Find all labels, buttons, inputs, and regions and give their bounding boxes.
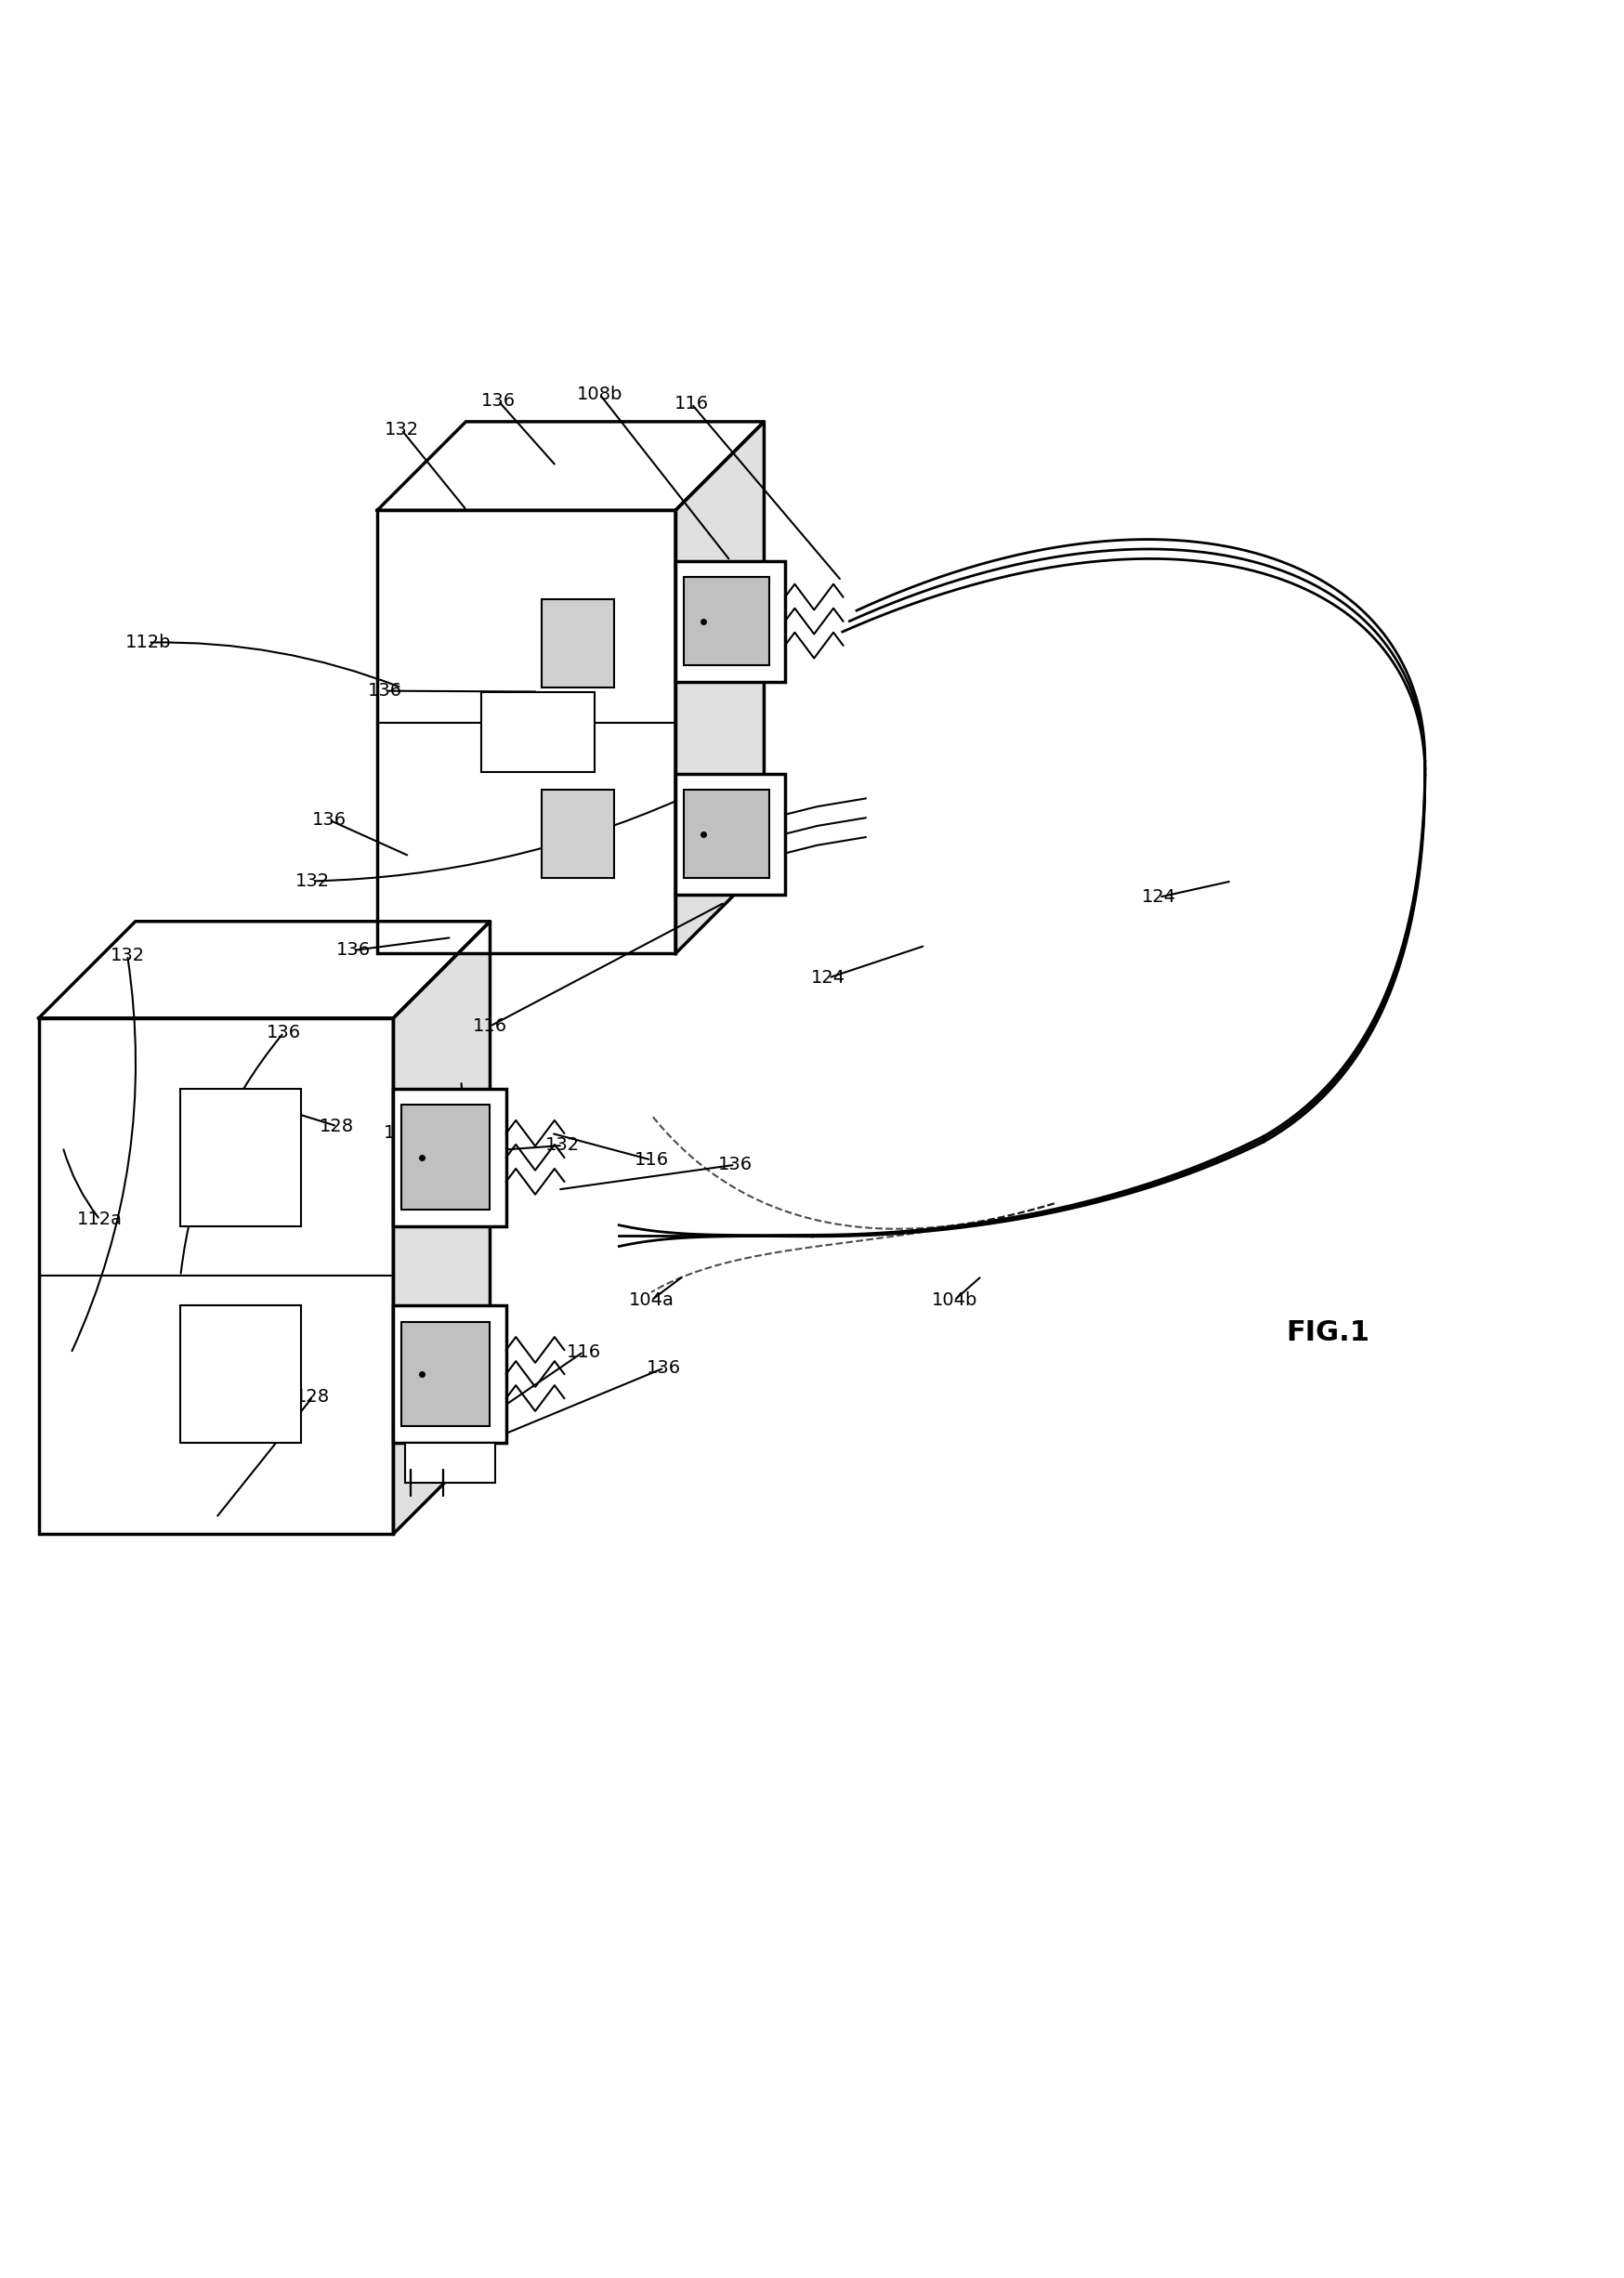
Text: FIG.1: FIG.1 xyxy=(1286,1319,1369,1346)
Text: 128: 128 xyxy=(448,1123,482,1141)
Bar xyxy=(481,693,594,772)
Bar xyxy=(39,1018,393,1533)
Text: 116: 116 xyxy=(567,1344,601,1360)
Text: 112a: 112a xyxy=(78,1212,123,1228)
Text: 128: 128 xyxy=(320,1116,354,1134)
Text: 136: 136 xyxy=(718,1155,752,1173)
Text: 136: 136 xyxy=(312,811,346,829)
Text: 104a: 104a xyxy=(628,1292,674,1310)
Bar xyxy=(541,599,614,688)
Bar xyxy=(393,1089,507,1226)
Text: 116: 116 xyxy=(633,1150,667,1169)
Text: 136: 136 xyxy=(266,1023,300,1041)
Polygon shape xyxy=(377,421,763,510)
Text: 136: 136 xyxy=(367,681,403,699)
Bar xyxy=(684,576,768,665)
Text: 132: 132 xyxy=(110,945,145,964)
Bar xyxy=(180,1089,302,1226)
Text: 132: 132 xyxy=(383,421,419,440)
Text: 132: 132 xyxy=(296,872,330,891)
Text: 112b: 112b xyxy=(125,633,171,652)
Bar xyxy=(393,1305,507,1442)
Polygon shape xyxy=(676,421,763,954)
Bar xyxy=(377,510,676,954)
Bar xyxy=(401,1105,490,1210)
Text: 108b: 108b xyxy=(577,385,622,403)
Bar xyxy=(180,1305,302,1442)
Bar xyxy=(401,1321,490,1426)
Text: 136: 136 xyxy=(481,392,515,410)
Polygon shape xyxy=(393,920,490,1533)
Text: 136: 136 xyxy=(646,1360,680,1376)
Bar xyxy=(541,790,614,879)
Bar xyxy=(404,1442,495,1483)
Text: 128: 128 xyxy=(296,1387,330,1406)
Text: 136: 136 xyxy=(336,941,370,959)
Text: 104b: 104b xyxy=(931,1292,976,1310)
Text: 124: 124 xyxy=(1142,888,1176,907)
Bar xyxy=(684,790,768,879)
Text: 132: 132 xyxy=(546,1137,580,1155)
Bar xyxy=(676,560,784,681)
Bar xyxy=(676,775,784,895)
Text: 116: 116 xyxy=(674,394,708,412)
Text: 124: 124 xyxy=(810,968,846,986)
Text: 108a: 108a xyxy=(383,1123,429,1141)
Polygon shape xyxy=(39,920,490,1018)
Text: 116: 116 xyxy=(473,1018,507,1034)
